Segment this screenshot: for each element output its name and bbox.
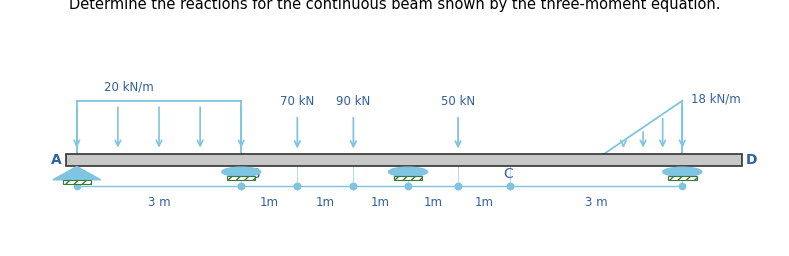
Text: 1m: 1m: [475, 196, 494, 209]
Polygon shape: [53, 166, 101, 180]
Text: 90 kN: 90 kN: [336, 95, 371, 108]
Circle shape: [388, 167, 428, 176]
Bar: [668, 176, 697, 180]
Circle shape: [222, 167, 260, 176]
Bar: [65, 154, 742, 166]
Text: 1m: 1m: [371, 196, 391, 209]
Text: B: B: [251, 167, 260, 181]
Bar: [394, 176, 422, 180]
Text: 3 m: 3 m: [148, 196, 170, 209]
Text: Determine the reactions for the continuous beam shown by the three-moment equati: Determine the reactions for the continuo…: [69, 0, 720, 12]
Text: 1m: 1m: [260, 196, 279, 209]
Text: D: D: [746, 153, 757, 167]
Bar: [62, 180, 91, 184]
Text: 18 kN/m: 18 kN/m: [691, 92, 741, 105]
Text: 70 kN: 70 kN: [280, 95, 315, 108]
Text: 50 kN: 50 kN: [441, 95, 475, 108]
Text: 20 kN/m: 20 kN/m: [104, 81, 154, 94]
Text: 3 m: 3 m: [585, 196, 608, 209]
Text: 1m: 1m: [316, 196, 335, 209]
Text: A: A: [51, 153, 62, 167]
Text: C: C: [503, 167, 513, 181]
Bar: [227, 176, 256, 180]
Circle shape: [663, 167, 701, 176]
Text: 1m: 1m: [424, 196, 443, 209]
